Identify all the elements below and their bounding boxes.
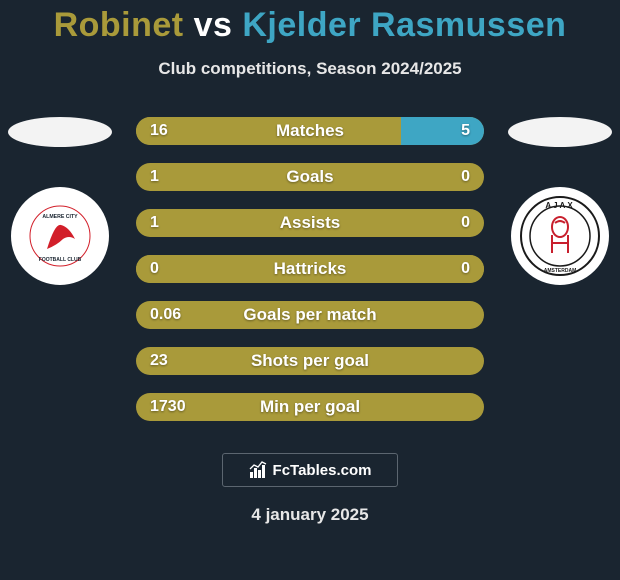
title-vs: vs (194, 6, 233, 44)
date-text: 4 january 2025 (0, 505, 620, 525)
right-column: AJAX AMSTERDAM (500, 99, 620, 285)
left-column: ALMERE CITY FOOTBALL CLUB (0, 99, 120, 285)
stat-label: Goals (136, 163, 484, 191)
stat-row: 165Matches (136, 117, 484, 145)
stat-label: Assists (136, 209, 484, 237)
branding-box: FcTables.com (222, 453, 398, 487)
stat-label: Hattricks (136, 255, 484, 283)
branding-text: FcTables.com (273, 462, 372, 479)
stat-row: 1730Min per goal (136, 393, 484, 421)
stat-label: Goals per match (136, 301, 484, 329)
stat-label: Shots per goal (136, 347, 484, 375)
player1-flag (8, 117, 112, 147)
svg-text:FOOTBALL CLUB: FOOTBALL CLUB (39, 257, 82, 263)
content-area: ALMERE CITY FOOTBALL CLUB AJAX AMSTERDAM (0, 99, 620, 429)
almere-city-icon: ALMERE CITY FOOTBALL CLUB (20, 196, 100, 276)
player1-club-badge: ALMERE CITY FOOTBALL CLUB (11, 187, 109, 285)
stat-label: Matches (136, 117, 484, 145)
comparison-title: Robinet vs Kjelder Rasmussen (0, 0, 620, 45)
ajax-icon: AJAX AMSTERDAM (519, 195, 601, 277)
stat-label: Min per goal (136, 393, 484, 421)
player2-name: Kjelder Rasmussen (242, 6, 566, 44)
stat-row: 10Goals (136, 163, 484, 191)
svg-text:ALMERE CITY: ALMERE CITY (42, 214, 78, 220)
stat-row: 0.06Goals per match (136, 301, 484, 329)
player1-name: Robinet (54, 6, 184, 44)
subtitle: Club competitions, Season 2024/2025 (0, 59, 620, 79)
player2-flag (508, 117, 612, 147)
svg-text:AJAX: AJAX (545, 201, 574, 210)
chart-icon (249, 461, 267, 479)
svg-text:AMSTERDAM: AMSTERDAM (544, 268, 577, 274)
stat-row: 23Shots per goal (136, 347, 484, 375)
player2-club-badge: AJAX AMSTERDAM (511, 187, 609, 285)
stat-row: 10Assists (136, 209, 484, 237)
stat-bars: 165Matches 10Goals 10Assists 00Hattricks 0.0… (136, 117, 484, 421)
stat-row: 00Hattricks (136, 255, 484, 283)
